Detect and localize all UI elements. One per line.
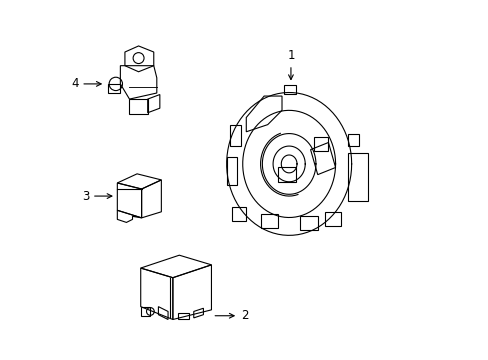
- Text: 1: 1: [286, 49, 294, 80]
- Text: 4: 4: [71, 77, 101, 90]
- Text: 3: 3: [81, 190, 112, 203]
- Text: 2: 2: [215, 309, 248, 322]
